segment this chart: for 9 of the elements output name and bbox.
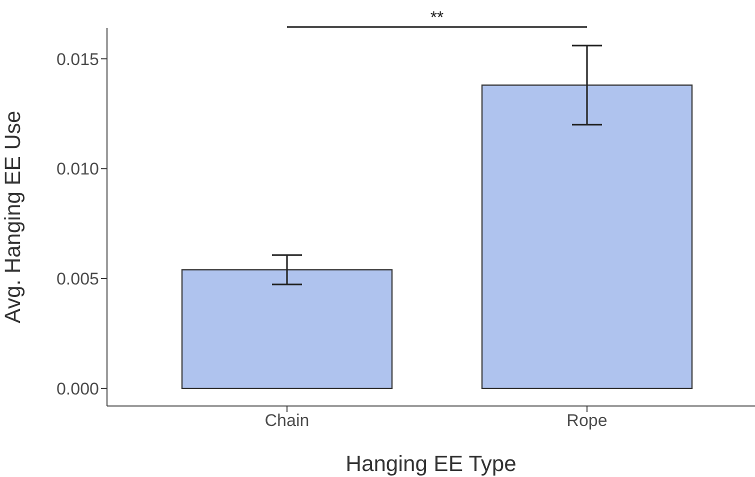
y-tick-label: 0.005 (56, 270, 99, 289)
y-tick-label: 0.010 (56, 160, 99, 179)
y-axis-title: Avg. Hanging EE Use (0, 110, 25, 324)
x-tick-label: Rope (566, 411, 608, 430)
y-tick-label: 0.015 (56, 50, 99, 69)
x-tick-label: Chain (264, 411, 310, 430)
text: ** (430, 8, 444, 27)
y-tick-label: 0.000 (56, 379, 99, 398)
x-axis-title: Hanging EE Type (346, 451, 516, 476)
